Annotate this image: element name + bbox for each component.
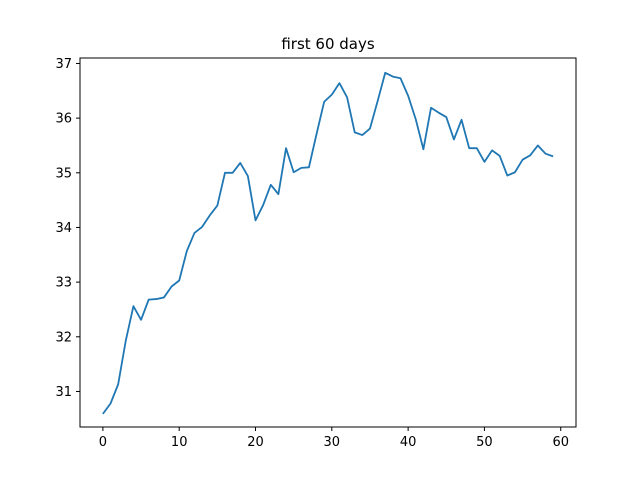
x-tick-label: 20 [247,435,264,450]
chart-title: first 60 days [281,35,375,53]
x-tick-label: 0 [99,435,107,450]
x-tick-label: 40 [400,435,417,450]
axes-frame [79,57,577,428]
y-tick-label: 37 [55,57,72,72]
x-tick-label: 60 [552,435,569,450]
y-tick-label: 36 [55,112,72,127]
y-tick-label: 33 [55,276,72,291]
x-tick-label: 50 [476,435,493,450]
y-tick-label: 34 [55,221,72,236]
x-axis: 0 10 20 30 40 50 60 [99,427,569,450]
y-tick-label: 35 [55,166,72,181]
y-tick-label: 32 [55,330,72,345]
y-axis: 31 32 33 34 35 36 37 [55,57,80,400]
x-tick-label: 10 [171,435,188,450]
y-tick-label: 31 [55,385,72,400]
plot-area [102,71,554,415]
series-line-0 [102,71,554,415]
x-tick-label: 30 [324,435,341,450]
